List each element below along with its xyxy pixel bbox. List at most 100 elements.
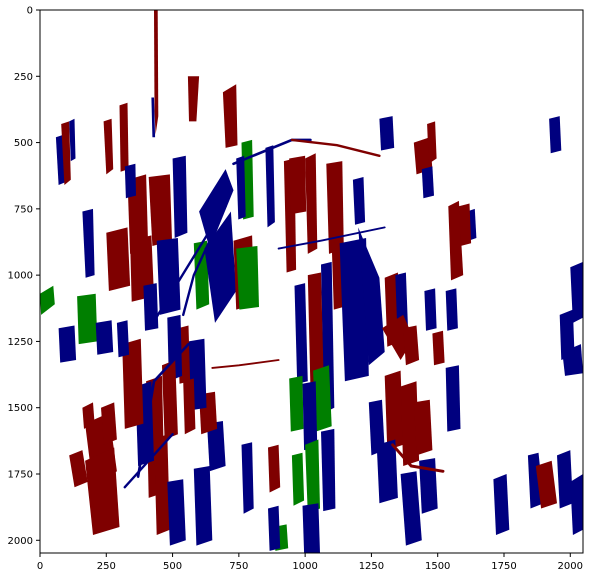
region-navy-18 bbox=[199, 169, 234, 249]
x-tick-label: 1500 bbox=[425, 561, 450, 572]
region-maroon-73 bbox=[69, 450, 88, 488]
region-maroon-69 bbox=[154, 434, 170, 535]
region-navy-45 bbox=[400, 471, 422, 546]
y-tick-label: 1750 bbox=[8, 469, 33, 480]
region-navy-79 bbox=[116, 320, 130, 358]
region-navy-21 bbox=[236, 155, 246, 220]
region-navy-80 bbox=[143, 283, 159, 331]
region-navy-90 bbox=[549, 116, 562, 154]
x-tick-label: 500 bbox=[163, 561, 182, 572]
region-navy-1 bbox=[151, 97, 156, 138]
stroke-maroon-7 bbox=[391, 443, 445, 473]
region-navy-46 bbox=[419, 458, 438, 514]
region-green-47 bbox=[313, 365, 332, 432]
region-maroon-28 bbox=[326, 161, 344, 254]
region-navy-99 bbox=[424, 288, 437, 331]
region-navy-8 bbox=[69, 118, 76, 162]
region-maroon-74 bbox=[101, 402, 117, 445]
region-maroon-68 bbox=[122, 338, 144, 429]
region-maroon-15 bbox=[106, 227, 131, 291]
region-maroon-91 bbox=[413, 137, 433, 175]
region-navy-85 bbox=[570, 474, 583, 535]
x-tick-label: 0 bbox=[37, 561, 43, 572]
region-navy-49 bbox=[302, 381, 318, 451]
region-navy-31 bbox=[339, 238, 369, 382]
region-maroon-101 bbox=[458, 203, 472, 246]
region-maroon-27 bbox=[289, 155, 307, 215]
stroke-maroon-1 bbox=[290, 138, 381, 157]
y-tick-label: 1250 bbox=[8, 337, 33, 348]
region-navy-13 bbox=[172, 155, 188, 238]
region-maroon-4 bbox=[103, 118, 114, 175]
region-navy-59 bbox=[193, 466, 213, 546]
y-tick-label: 500 bbox=[14, 138, 33, 149]
region-maroon-10 bbox=[148, 174, 172, 246]
stroke-maroon-6 bbox=[211, 359, 280, 369]
region-navy-24 bbox=[265, 145, 275, 228]
region-maroon-81 bbox=[82, 402, 95, 429]
axes-frame bbox=[39, 9, 584, 554]
region-maroon-40 bbox=[384, 370, 404, 451]
region-maroon-65 bbox=[162, 360, 178, 440]
region-maroon-3 bbox=[119, 102, 129, 172]
x-tick-label: 1250 bbox=[359, 561, 384, 572]
region-navy-19 bbox=[204, 211, 237, 323]
region-maroon-7 bbox=[61, 121, 71, 185]
y-tick-label: 1000 bbox=[8, 271, 33, 282]
region-navy-16 bbox=[156, 238, 181, 315]
mask-regions bbox=[40, 10, 583, 553]
y-tick-label: 1500 bbox=[8, 403, 33, 414]
region-maroon-5 bbox=[222, 84, 238, 148]
region-navy-32 bbox=[358, 227, 385, 366]
region-navy-96 bbox=[445, 288, 458, 331]
x-tick-label: 1000 bbox=[292, 561, 317, 572]
stroke-navy-3 bbox=[182, 205, 227, 317]
region-green-23 bbox=[236, 246, 259, 310]
region-navy-70 bbox=[167, 479, 186, 546]
region-green-78 bbox=[40, 285, 55, 315]
region-navy-58 bbox=[207, 421, 226, 472]
region-green-52 bbox=[291, 452, 305, 506]
region-navy-50 bbox=[321, 428, 336, 512]
y-tick-label: 2000 bbox=[8, 536, 33, 547]
region-maroon-42 bbox=[413, 399, 433, 456]
region-navy-84 bbox=[557, 450, 573, 509]
region-maroon-56 bbox=[268, 444, 281, 493]
region-maroon-95 bbox=[448, 200, 464, 281]
region-navy-93 bbox=[421, 166, 434, 199]
region-maroon-0 bbox=[154, 10, 159, 135]
region-navy-94 bbox=[379, 116, 395, 151]
region-navy-29 bbox=[352, 177, 366, 225]
region-maroon-34 bbox=[307, 272, 324, 387]
y-tick-label: 250 bbox=[14, 72, 33, 83]
region-green-51 bbox=[305, 439, 320, 514]
region-navy-12 bbox=[124, 163, 136, 199]
x-axis: 0 250 500 750 1000 1250 1500 1750 2000 bbox=[37, 553, 583, 572]
region-navy-44 bbox=[376, 439, 398, 504]
stroke-navy-5 bbox=[123, 433, 174, 489]
region-maroon-26 bbox=[305, 153, 318, 254]
stroke-navy-4 bbox=[136, 342, 190, 478]
y-axis: 0 250 500 750 1000 1250 1500 1750 2000 bbox=[8, 6, 40, 547]
x-tick-label: 250 bbox=[97, 561, 116, 572]
region-navy-55 bbox=[268, 505, 281, 551]
region-navy-57 bbox=[241, 442, 254, 514]
stroke-navy-2 bbox=[150, 220, 217, 327]
region-green-48 bbox=[289, 375, 304, 432]
x-tick-label: 2000 bbox=[558, 561, 583, 572]
region-navy-9 bbox=[82, 208, 95, 278]
region-navy-89 bbox=[570, 261, 583, 323]
region-navy-88 bbox=[559, 309, 575, 360]
stroke-navy-8 bbox=[277, 226, 386, 250]
region-green-17 bbox=[193, 240, 210, 310]
region-maroon-92 bbox=[427, 121, 437, 164]
region-navy-35 bbox=[294, 283, 308, 384]
plot-area bbox=[39, 9, 584, 554]
region-maroon-98 bbox=[432, 330, 445, 366]
region-maroon-83 bbox=[535, 460, 557, 509]
x-tick-label: 750 bbox=[229, 561, 248, 572]
region-maroon-62 bbox=[183, 378, 196, 435]
region-navy-75 bbox=[58, 325, 77, 363]
region-navy-43 bbox=[368, 399, 385, 456]
